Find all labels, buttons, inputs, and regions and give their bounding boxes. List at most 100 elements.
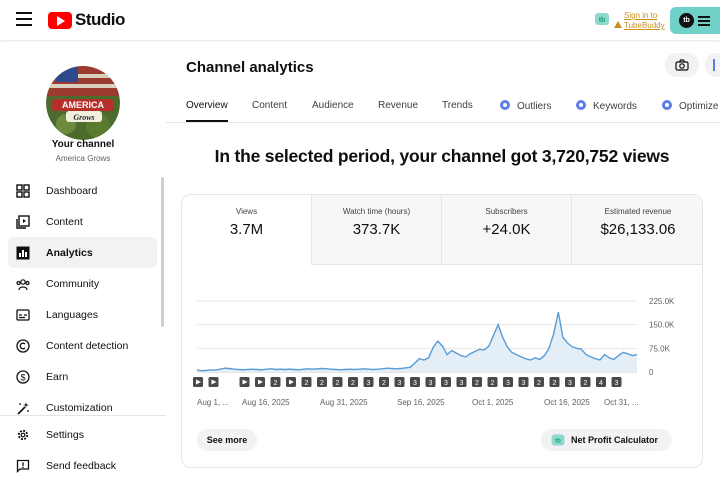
net-profit-label: Net Profit Calculator: [571, 435, 659, 445]
y-tick-label: 225.0K: [649, 297, 675, 306]
svg-text:Grows: Grows: [73, 113, 94, 122]
sidebar-item-community[interactable]: Community: [8, 268, 157, 299]
video-marker: [456, 377, 467, 387]
feedback-icon: [16, 459, 30, 473]
video-count-label: 3: [568, 380, 572, 387]
video-count-label: 3: [413, 380, 417, 387]
tubebuddy-header-button[interactable]: [705, 53, 720, 77]
video-count-label: 3: [615, 380, 619, 387]
tab-label: Outliers: [517, 101, 552, 112]
channel-avatar[interactable]: AMERICA Grows: [46, 66, 120, 140]
tab-optimize[interactable]: Optimize: [662, 100, 718, 112]
tab-keywords[interactable]: Keywords: [576, 100, 637, 112]
sidebar-item-content-detection[interactable]: Content detection: [8, 330, 157, 361]
y-tick-label: 0: [649, 368, 654, 377]
sidebar-item-earn[interactable]: $ Earn: [8, 361, 157, 392]
video-count-label: 3: [522, 380, 526, 387]
sidebar-item-label: Analytics: [46, 246, 93, 259]
active-tab-indicator: [186, 120, 228, 122]
see-more-button[interactable]: See more: [197, 429, 257, 451]
video-marker: [518, 377, 529, 387]
views-headline: In the selected period, your channel got…: [214, 146, 670, 166]
metric-views[interactable]: Views 3.7M: [182, 195, 312, 265]
net-profit-calculator-button[interactable]: tb Net Profit Calculator: [541, 429, 672, 451]
metric-watch-time[interactable]: Watch time (hours) 373.7K: [312, 195, 442, 265]
video-marker: [565, 377, 575, 387]
video-marker: [549, 377, 560, 387]
video-count-label: 3: [444, 380, 448, 387]
content-icon: [16, 214, 30, 229]
svg-text:$: $: [20, 372, 25, 382]
play-marker-icon: [196, 379, 201, 385]
sidebar-item-content[interactable]: Content: [8, 206, 157, 237]
video-marker: [472, 377, 482, 387]
youtube-studio-logo[interactable]: Studio: [48, 10, 125, 30]
x-tick-label: Aug 16, 2025: [242, 398, 290, 407]
video-count-label: 3: [506, 380, 510, 387]
sidebar-item-label: Customization: [46, 401, 113, 414]
video-marker: [301, 377, 312, 387]
sidebar-item-dashboard[interactable]: Dashboard: [8, 175, 157, 206]
tubebuddy-badge: tb: [679, 13, 694, 28]
metric-estimated-revenue[interactable]: Estimated revenue $26,133.06: [572, 195, 702, 265]
tab-content[interactable]: Content: [252, 100, 288, 111]
video-count-label: 2: [584, 380, 588, 387]
sidebar-scrollbar[interactable]: [161, 177, 164, 327]
sidebar-item-settings[interactable]: Settings: [8, 419, 157, 450]
video-count-label: 3: [460, 380, 464, 387]
play-marker-icon: [211, 379, 217, 385]
sidebar-item-languages[interactable]: Languages: [8, 299, 157, 330]
tab-audience[interactable]: Audience: [312, 100, 354, 111]
video-count-label: 2: [491, 380, 495, 387]
screenshot-button[interactable]: [665, 53, 699, 77]
subtitles-icon: [16, 308, 30, 321]
video-marker: [270, 377, 281, 387]
sidebar-item-label: Content detection: [46, 339, 129, 352]
tab-overview[interactable]: Overview: [186, 100, 228, 111]
video-marker: [580, 377, 591, 387]
menu-icon[interactable]: [16, 12, 32, 26]
svg-text:AMERICA: AMERICA: [62, 100, 104, 110]
metric-label: Subscribers: [485, 207, 528, 216]
metric-value: +24.0K: [482, 221, 531, 238]
tubebuddy-icon: [713, 59, 715, 71]
svg-text:tb: tb: [555, 439, 561, 445]
sidebar-item-customization[interactable]: Customization: [8, 392, 157, 423]
tubebuddy-icon: [500, 100, 510, 110]
dashboard-icon: [16, 183, 30, 198]
sidebar-item-label: Community: [46, 277, 100, 290]
video-marker: [394, 377, 405, 387]
tubebuddy-icon: [662, 100, 672, 110]
your-channel-label: Your channel: [51, 139, 115, 150]
video-marker: [348, 377, 358, 387]
sign-in-label: Sign in to: [624, 11, 658, 20]
video-marker: [534, 377, 544, 387]
video-marker: [441, 377, 451, 387]
metric-value: 3.7M: [229, 221, 264, 238]
y-tick-label: 75.0K: [649, 344, 671, 353]
youtube-play-icon: [48, 11, 72, 29]
metric-label: Views: [235, 207, 258, 216]
play-marker-icon: [289, 379, 294, 385]
video-count-label: 4: [599, 380, 603, 387]
tab-revenue[interactable]: Revenue: [378, 100, 419, 111]
tab-trends[interactable]: Trends: [442, 100, 473, 111]
sign-in-tubebuddy-link[interactable]: Sign in to TubeBuddy: [614, 11, 665, 31]
sidebar-item-label: Earn: [46, 370, 69, 383]
tab-outliers[interactable]: Outliers: [500, 100, 551, 112]
metric-value: $26,133.06: [600, 221, 676, 238]
camera-icon: [675, 59, 689, 71]
sidebar-item-send-feedback[interactable]: Send feedback: [8, 450, 157, 481]
x-tick-label: Aug 31, 2025: [320, 398, 368, 407]
tubebuddy-icon: tb: [595, 13, 609, 25]
tubebuddy-menu-icon: [698, 16, 710, 28]
metric-subscribers[interactable]: Subscribers +24.0K: [442, 195, 572, 265]
tubebuddy-menu-button[interactable]: tb: [670, 7, 720, 34]
sidebar: AMERICA Grows Your channel America Grows…: [0, 41, 166, 476]
views-area: [197, 312, 637, 372]
video-marker: [596, 377, 606, 387]
metric-label: Estimated revenue: [604, 207, 672, 216]
magic-wand-icon: [17, 401, 29, 415]
sidebar-item-analytics[interactable]: Analytics: [8, 237, 157, 268]
metric-value: 373.7K: [352, 221, 401, 238]
